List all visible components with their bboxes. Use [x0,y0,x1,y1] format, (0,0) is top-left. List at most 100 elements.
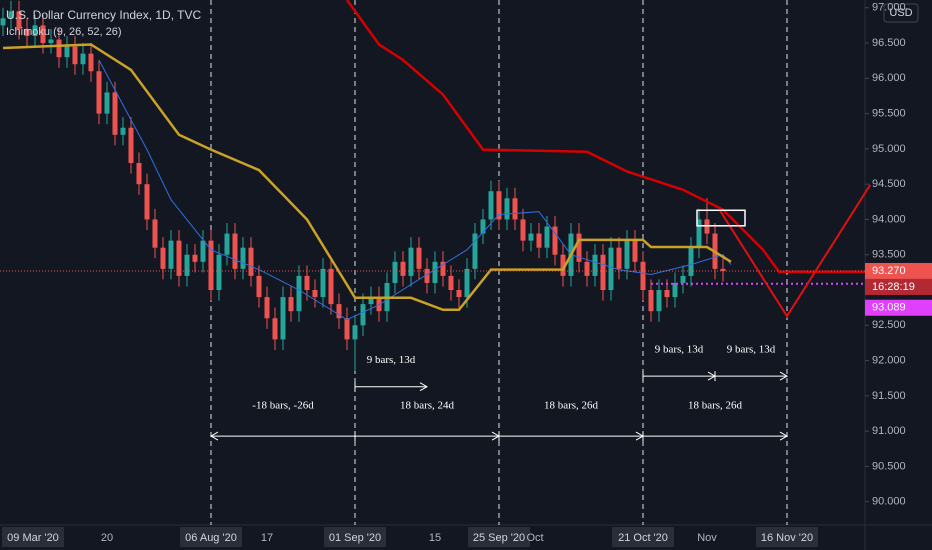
candle-body [288,297,294,312]
candle-body [80,53,86,65]
candle-body [448,275,454,291]
x-tick-badge [468,527,530,547]
x-tick-label: 16 Nov '20 [761,532,813,544]
candle-body [528,233,534,241]
x-tick-badge [2,527,64,547]
candle-body [256,275,262,298]
candle-body [112,92,118,135]
measure-label: -18 bars, -26d [252,400,314,412]
candle-body [584,261,590,276]
candle-body [496,191,502,220]
candle-body [552,226,558,255]
candle-body [480,219,486,234]
candle-body [608,247,614,291]
y-tick-label: 91.500 [872,390,906,402]
candle-body [512,198,518,220]
candle-body [672,282,678,298]
y-tick-label: 93.500 [872,249,906,261]
candle-body [720,268,726,271]
candle-body [40,25,46,44]
y-tick-label: 90.500 [872,460,906,472]
candle-body [344,318,350,340]
candle-body [208,240,214,291]
candle-body [696,219,702,248]
measure-label: 9 bars, 13d [727,344,776,356]
candle-body [88,53,94,72]
candle-body [640,261,646,291]
candle-body [368,297,374,305]
y-tick-label: 92.500 [872,319,906,331]
candle-body [336,304,342,319]
measure-label: 18 bars, 24d [400,400,455,412]
candle-body [464,268,470,298]
last-price-label: 93.270 [872,265,906,277]
measure-arrowhead [209,431,219,441]
candle-body [648,290,654,312]
candle-body [272,318,278,340]
candle-body [56,39,62,58]
candle-body [160,247,166,269]
candle-body [152,219,158,248]
candle-body [304,275,310,291]
x-tick-label: 25 Sep '20 [473,532,525,544]
x-tick-badge [612,527,674,547]
measure-arrowhead [419,382,429,392]
candle-body [680,275,686,283]
candle-body [424,268,430,283]
candle-body [136,163,142,185]
x-tick-label: 21 Oct '20 [618,532,668,544]
indicator-label: Ichimoku (9, 26, 52, 26) [6,26,122,38]
candle-body [376,297,382,312]
candle-body [592,254,598,276]
candle-body [472,233,478,269]
candle-body [184,254,190,276]
chart-title: U.S. Dollar Currency Index, 1D, TVC [6,8,202,22]
x-tick-label: Nov [697,532,717,544]
candle-body [32,25,38,36]
measure-arrowhead [779,431,789,441]
indicator-line [98,59,732,321]
measure-arrowhead [779,371,789,381]
candle-body [656,290,662,312]
candle-body [224,233,230,255]
indicator-line [345,0,867,273]
candle-body [544,226,550,248]
candle-body [120,127,126,135]
candle-body [280,297,286,340]
measure-label: 9 bars, 13d [655,344,704,356]
x-tick-label: 20 [101,532,113,544]
plot-area [0,0,867,525]
trend-drawing [718,184,872,318]
y-tick-label: 94.500 [872,178,906,190]
candle-body [616,247,622,269]
y-tick-label: 97.000 [872,2,906,14]
candle-body [168,240,174,269]
y-tick-label: 95.500 [872,108,906,120]
candle-body [408,247,414,276]
candle-body [24,28,30,36]
candle-body [624,240,630,269]
y-tick-label: 91.000 [872,425,906,437]
candle-body [16,11,22,29]
candle-body [440,261,446,276]
measure-label: 18 bars, 26d [544,400,599,412]
candle-body [576,233,582,262]
marker-price-label: 93.089 [872,302,906,314]
candle-body [536,233,542,248]
candle-body [64,46,70,58]
candle-body [104,92,110,114]
candle-body [264,297,270,319]
candle-body [632,240,638,262]
y-tick-label: 90.000 [872,496,906,508]
x-tick-badge [756,527,818,547]
candle-body [520,219,526,241]
y-tick-label: 95.000 [872,143,906,155]
candle-body [416,247,422,269]
x-tick-label: 15 [429,532,441,544]
candle-body [48,39,54,44]
candle-body [96,71,102,114]
candle-body [248,247,254,276]
currency-badge[interactable] [883,3,919,23]
candle-body [664,290,670,298]
candle-body [456,290,462,298]
